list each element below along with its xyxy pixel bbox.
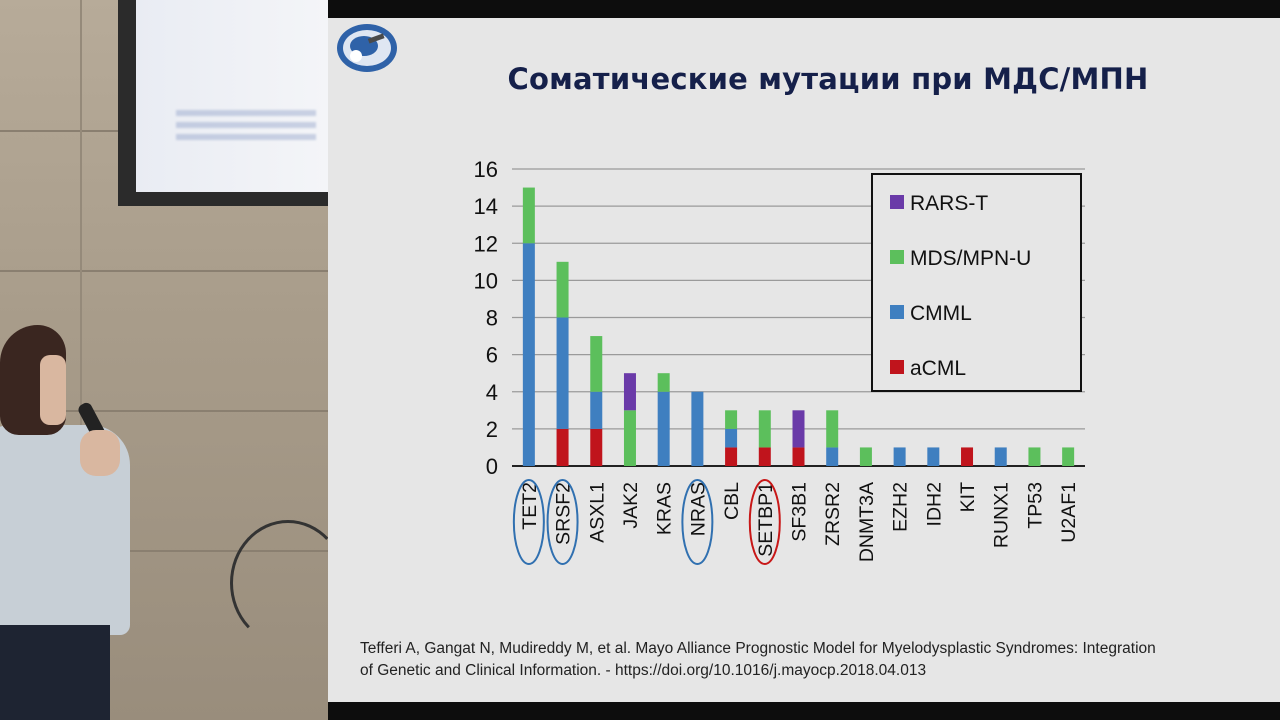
y-tick-label: 8 xyxy=(486,306,498,331)
mutation-bar-chart: 0 2 4 6 8 10 12 14 16 TET2 SRSF2 ASXL1 JAK2 KRAS NRAS C… xyxy=(474,157,1085,565)
bar-segment-setbp1-mdsmpnu xyxy=(758,410,771,448)
legend-swatch-rarst xyxy=(890,195,904,209)
bar-segment-sf3b1-rarst xyxy=(792,410,805,448)
x-tick-label: TET2 xyxy=(519,482,541,530)
bar-segment-kit-acml xyxy=(961,447,974,466)
legend-label: CMML xyxy=(910,302,972,325)
bar-segment-cbl-mdsmpnu xyxy=(725,410,738,429)
x-tick-label: KRAS xyxy=(654,482,676,535)
bar-segment-jak2-rarst xyxy=(623,373,636,411)
bar-segment-asxl1-cmml xyxy=(590,391,603,429)
reference-citation: Tefferi A, Gangat N, Mudireddy M, et al.… xyxy=(360,638,1265,682)
x-tick-label: ZRSR2 xyxy=(822,482,844,546)
x-tick-label: EZH2 xyxy=(890,482,912,532)
legend-swatch-mdsmpnu xyxy=(890,250,904,264)
society-logo-icon xyxy=(337,24,397,72)
y-tick-label: 16 xyxy=(474,157,498,182)
x-tick-label: JAK2 xyxy=(620,482,642,529)
bar-segment-idh2-cmml xyxy=(927,447,940,466)
speaker-person xyxy=(0,325,140,720)
reference-line-2: of Genetic and Clinical Information. - h… xyxy=(360,662,927,679)
y-tick-label: 4 xyxy=(486,380,498,405)
bar-segment-tet2-mdsmpnu xyxy=(522,187,535,244)
bar-segment-runx1-cmml xyxy=(994,447,1007,466)
x-tick-label: IDH2 xyxy=(923,482,945,526)
y-tick-label: 0 xyxy=(486,454,498,479)
x-tick-label: CBL xyxy=(721,482,743,520)
x-tick-label: ASXL1 xyxy=(586,482,608,543)
highlight-oval-setbp1 xyxy=(748,479,781,565)
x-tick-label: TP53 xyxy=(1024,482,1046,529)
bar-segment-ezh2-cmml xyxy=(893,447,906,466)
bar-segment-sf3b1-acml xyxy=(792,447,805,466)
bar-segment-kras-cmml xyxy=(657,391,670,466)
bar-segment-asxl1-acml xyxy=(590,428,603,466)
bar-segment-cbl-cmml xyxy=(725,428,738,448)
highlight-oval-tet2 xyxy=(512,479,545,565)
projector-screen xyxy=(136,0,328,192)
presentation-slide: Соматические мутации при МДС/МПН 0 2 4 6 8 10… xyxy=(328,18,1280,702)
bar-segment-srsf2-cmml xyxy=(556,317,569,429)
x-tick-label: NRAS xyxy=(687,482,709,536)
y-tick-label: 6 xyxy=(486,343,498,368)
x-tick-label: U2AF1 xyxy=(1058,482,1080,543)
y-tick-label: 12 xyxy=(474,231,498,256)
bar-segment-srsf2-mdsmpnu xyxy=(556,261,569,318)
bar-segment-zrsr2-mdsmpnu xyxy=(826,410,839,448)
legend-swatch-cmml xyxy=(890,305,904,319)
y-tick-label: 2 xyxy=(486,417,498,442)
bar-segment-setbp1-acml xyxy=(758,447,771,466)
highlight-oval-nras xyxy=(681,479,714,565)
reference-line-1: Tefferi A, Gangat N, Mudireddy M, et al.… xyxy=(360,640,1156,657)
bar-segment-asxl1-mdsmpnu xyxy=(590,336,603,392)
camera-background xyxy=(0,0,328,720)
y-tick-label: 14 xyxy=(474,194,498,219)
bar-segment-kras-mdsmpnu xyxy=(657,373,670,392)
x-tick-label: SRSF2 xyxy=(553,482,575,545)
legend-box xyxy=(871,173,1082,392)
x-tick-label: SETBP1 xyxy=(755,482,777,557)
legend-swatch-acml xyxy=(890,360,904,374)
x-tick-label: SF3B1 xyxy=(789,482,811,542)
bar-segment-nras-cmml xyxy=(691,391,704,466)
bar-segment-zrsr2-cmml xyxy=(826,447,839,466)
bar-segment-cbl-acml xyxy=(725,447,738,466)
highlight-oval-srsf2 xyxy=(546,479,579,565)
bar-segment-jak2-mdsmpnu xyxy=(623,410,636,466)
bar-segment-u2af1-mdsmpnu xyxy=(1062,447,1075,466)
slide-title: Соматические мутации при МДС/МПН xyxy=(507,62,1149,96)
legend-label: MDS/MPN-U xyxy=(910,247,1031,270)
bar-segment-srsf2-acml xyxy=(556,428,569,466)
x-tick-label: DNMT3A xyxy=(856,482,878,562)
bar-segment-tet2-cmml xyxy=(522,243,535,466)
x-tick-label: RUNX1 xyxy=(991,482,1013,548)
legend-label: RARS-T xyxy=(910,192,988,215)
bar-segment-dnmt3a-mdsmpnu xyxy=(859,447,872,466)
y-tick-label: 10 xyxy=(474,268,498,293)
legend-label: aCML xyxy=(910,357,966,380)
bar-segment-tp53-mdsmpnu xyxy=(1028,447,1041,466)
x-tick-label: KIT xyxy=(957,482,979,512)
